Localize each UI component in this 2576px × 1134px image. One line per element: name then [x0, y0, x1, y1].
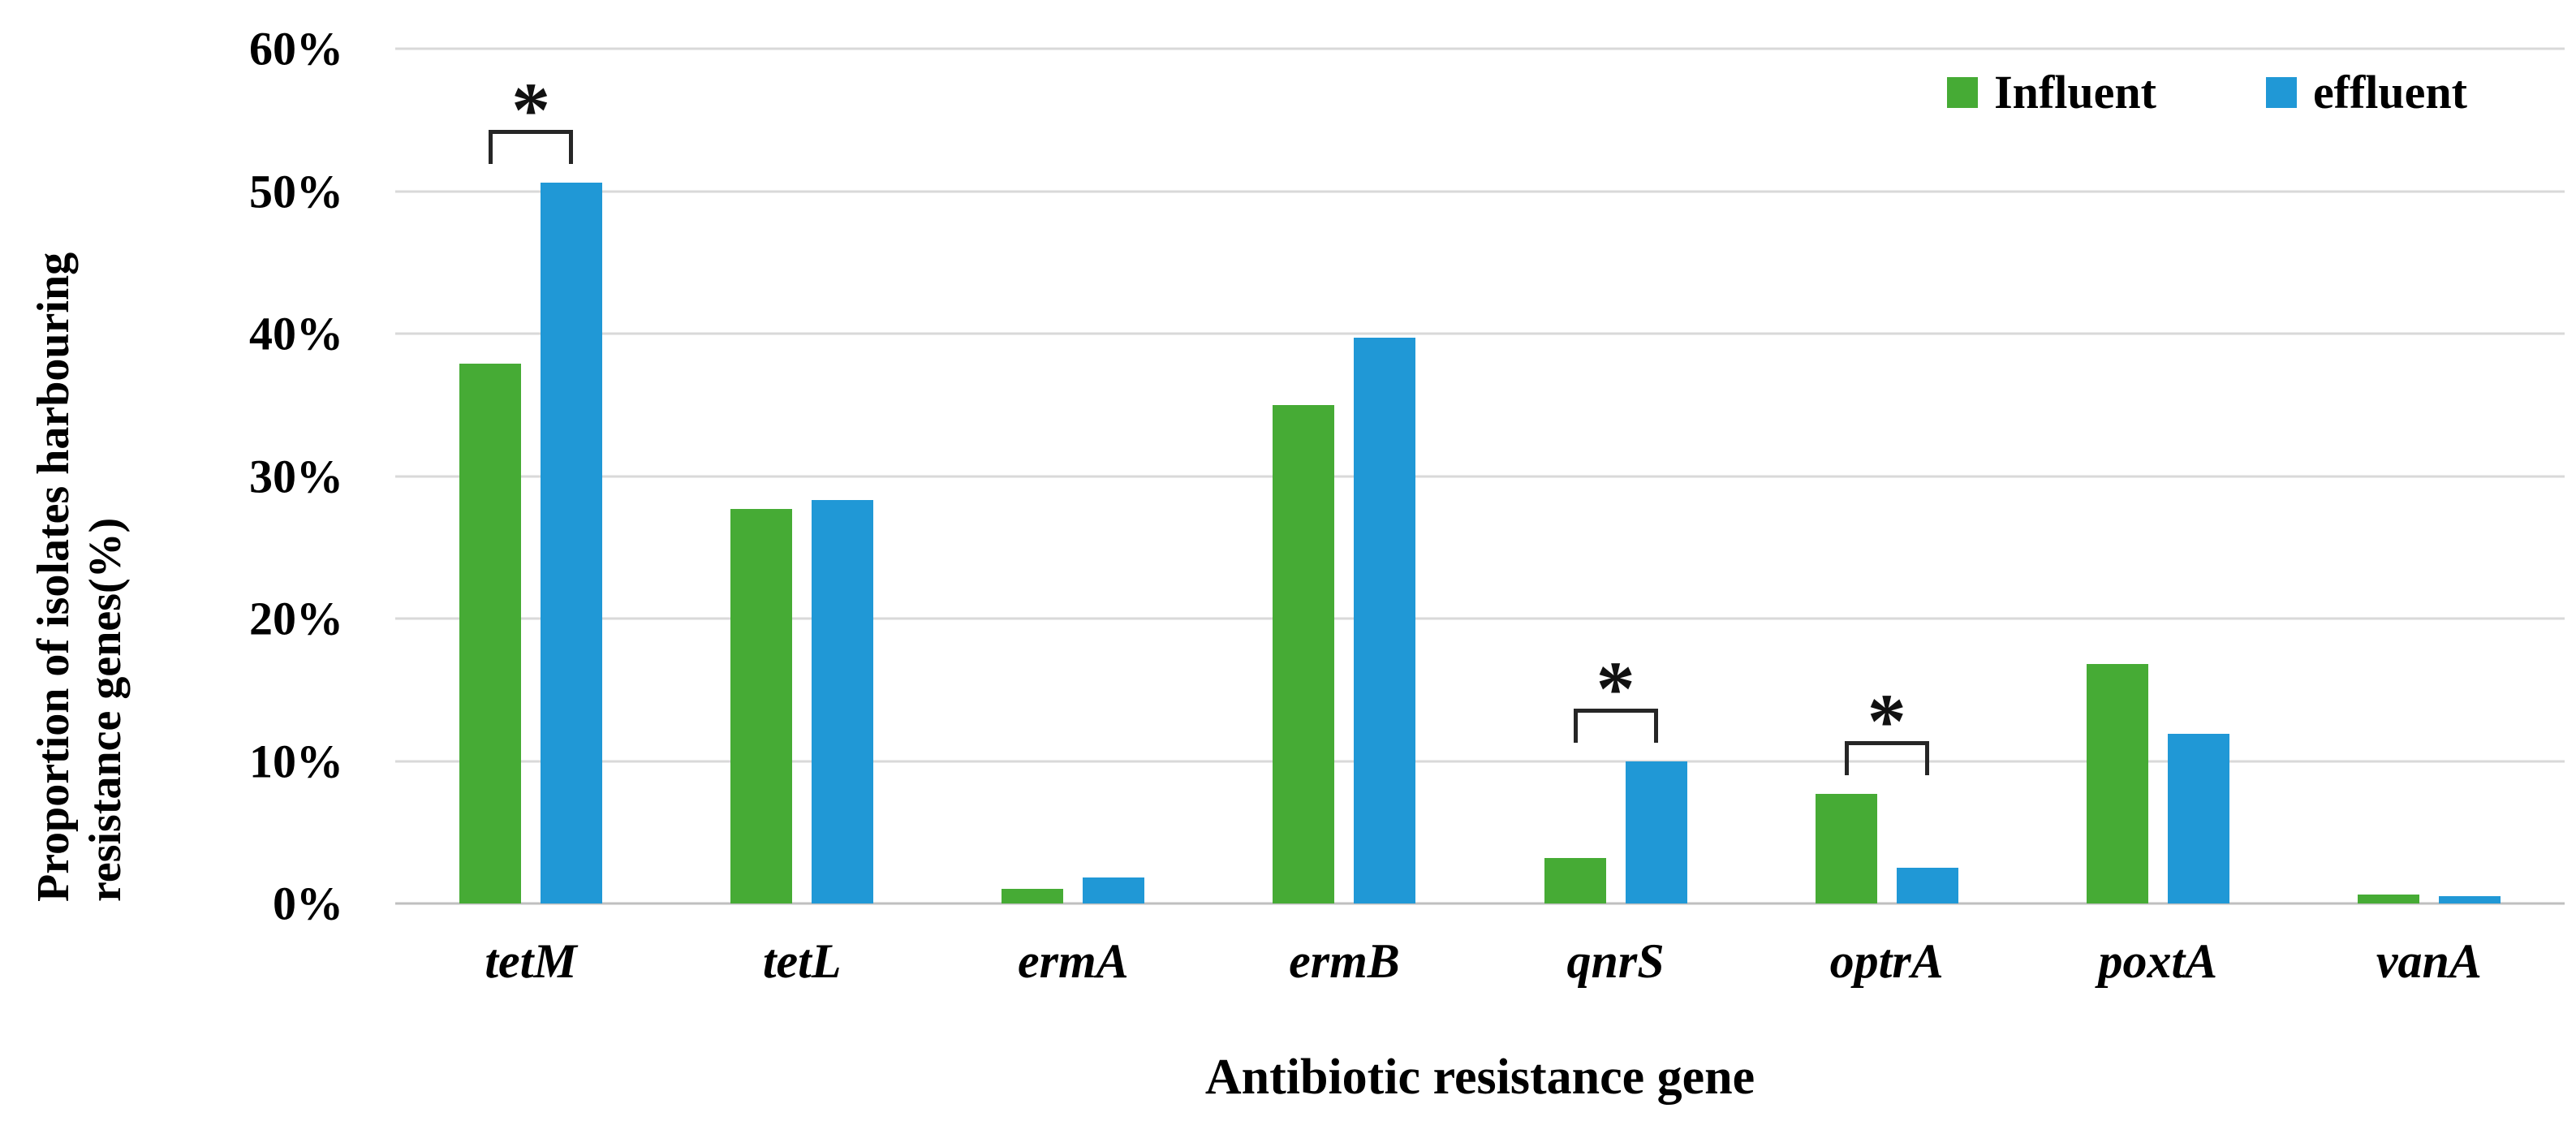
x-axis-baseline: [395, 902, 2565, 905]
effluent-bar-tetM: [541, 182, 603, 903]
bar-group-vanA: [2294, 49, 2565, 903]
significance-bracket-optrA: [1844, 740, 1929, 775]
bar-group-optrA: *: [1751, 49, 2022, 903]
y-tick-label: 60%: [249, 22, 343, 75]
x-tick-label-tetM: tetM: [485, 934, 577, 988]
x-tick-label-tetL: tetL: [762, 934, 842, 988]
effluent-bar-vanA: [2438, 896, 2501, 903]
gridline: [395, 47, 2565, 50]
gridline: [395, 617, 2565, 620]
x-tick-label-ermA: ermA: [1017, 934, 1129, 988]
significance-bracket-tetM: [489, 129, 574, 164]
influent-bar-tetM: [459, 363, 522, 903]
y-tick-label: 50%: [249, 165, 343, 218]
bar-pair: [2294, 49, 2565, 903]
effluent-bar-tetL: [812, 500, 874, 903]
bar-group-qnrS: *: [1480, 49, 1751, 903]
gridline: [395, 190, 2565, 192]
influent-swatch-icon: [1947, 76, 1979, 108]
y-axis-tick-labels: 0% 10% 20% 30% 40% 50% 60%: [0, 23, 369, 930]
effluent-bar-ermA: [1083, 877, 1145, 903]
x-tick-label-optrA: optrA: [1829, 934, 1944, 988]
effluent-bar-ermB: [1354, 338, 1416, 903]
x-tick-label-qnrS: qnrS: [1566, 934, 1665, 988]
bar-pair: [937, 49, 1208, 903]
x-axis-tick-labels: tetM tetL ermA ermB qnrS optrA poxtA vanA: [395, 934, 2565, 990]
plot-area: * * *: [395, 47, 2565, 905]
effluent-swatch-icon: [2265, 76, 2297, 108]
y-tick-label: 20%: [249, 592, 343, 645]
bar-pair: [1480, 49, 1751, 903]
x-tick-label-ermB: ermB: [1289, 934, 1400, 988]
significance-asterisk-qnrS: *: [1596, 645, 1635, 732]
significance-asterisk-tetM: *: [511, 66, 551, 153]
influent-bar-ermA: [1002, 889, 1064, 903]
effluent-bar-poxtA: [2167, 734, 2229, 903]
legend-label-effluent: effluent: [2312, 66, 2467, 119]
influent-bar-ermB: [1273, 404, 1335, 903]
bar-pair: [395, 49, 666, 903]
bar-group-tetM: *: [395, 49, 666, 903]
bar-groups-container: * * *: [395, 49, 2565, 903]
y-tick-label: 10%: [249, 735, 343, 787]
y-tick-label: 40%: [249, 307, 343, 360]
influent-bar-vanA: [2357, 895, 2419, 903]
bar-pair: [666, 49, 937, 903]
x-tick-label-poxtA: poxtA: [2098, 934, 2218, 988]
x-tick-label-vanA: vanA: [2376, 934, 2482, 988]
influent-bar-qnrS: [1544, 857, 1606, 903]
effluent-bar-optrA: [1896, 868, 1958, 903]
x-axis-title: Antibiotic resistance gene: [1204, 1050, 1755, 1105]
gridline: [395, 475, 2565, 477]
effluent-bar-qnrS: [1625, 761, 1687, 903]
influent-bar-poxtA: [2086, 664, 2148, 903]
bar-group-ermB: [1208, 49, 1480, 903]
legend-label-influent: Influent: [1994, 66, 2156, 119]
bar-group-tetL: [666, 49, 937, 903]
y-tick-label: 0%: [273, 877, 343, 930]
bar-pair: [2022, 49, 2294, 903]
bar-pair: [1208, 49, 1480, 903]
legend: Influent effluent: [1947, 65, 2467, 119]
bar-pair: [1751, 49, 2022, 903]
gridline: [395, 760, 2565, 762]
significance-bracket-qnrS: [1573, 708, 1658, 743]
influent-bar-optrA: [1815, 793, 1877, 903]
legend-item-influent: Influent: [1947, 65, 2156, 119]
y-tick-label: 30%: [249, 450, 343, 502]
legend-item-effluent: effluent: [2265, 65, 2467, 119]
bar-group-ermA: [937, 49, 1208, 903]
influent-bar-tetL: [730, 508, 793, 903]
gridline: [395, 332, 2565, 335]
bar-group-poxtA: [2022, 49, 2294, 903]
significance-asterisk-optrA: *: [1867, 677, 1906, 765]
